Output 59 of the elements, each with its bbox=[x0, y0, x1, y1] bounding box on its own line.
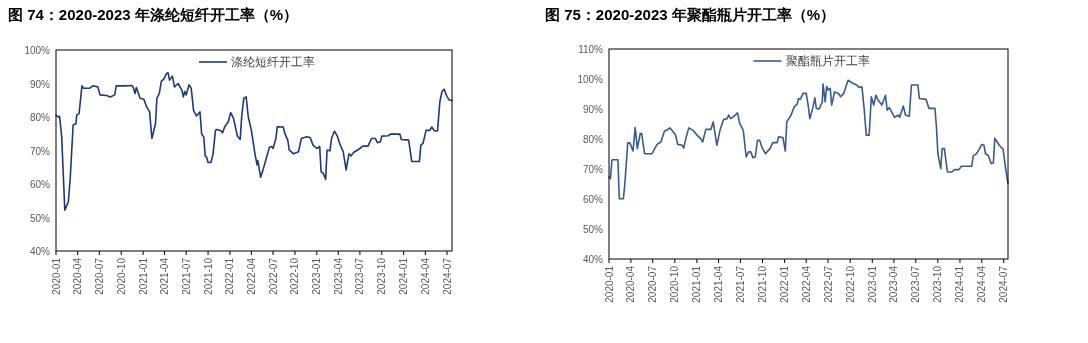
x-tick-label: 2022-04 bbox=[245, 257, 257, 295]
x-tick-label: 2023-10 bbox=[376, 257, 388, 295]
x-tick-label: 2024-01 bbox=[954, 265, 966, 303]
x-tick-label: 2021-07 bbox=[734, 265, 746, 303]
x-tick-label: 2021-04 bbox=[159, 257, 171, 295]
x-tick-label: 2023-04 bbox=[332, 257, 344, 295]
x-tick-label: 2023-01 bbox=[311, 257, 323, 295]
x-tick-label: 2022-10 bbox=[844, 265, 856, 303]
y-tick-label: 60% bbox=[582, 194, 604, 205]
y-tick-label: 60% bbox=[29, 179, 51, 190]
x-tick-label: 2020-04 bbox=[625, 265, 637, 303]
x-tick-label: 2020-07 bbox=[647, 265, 659, 303]
x-tick-label: 2024-04 bbox=[976, 265, 988, 303]
y-tick-label: 100% bbox=[577, 74, 604, 85]
y-tick-label: 110% bbox=[578, 44, 604, 55]
x-tick-label: 2022-01 bbox=[224, 257, 236, 295]
x-tick-label: 2023-01 bbox=[866, 265, 878, 303]
y-tick-label: 70% bbox=[582, 164, 604, 175]
x-tick-label: 2022-07 bbox=[822, 265, 834, 303]
x-tick-label: 2021-01 bbox=[691, 265, 703, 303]
x-tick-label: 2022-07 bbox=[267, 257, 279, 295]
x-tick-label: 2023-07 bbox=[910, 265, 922, 303]
x-tick-label: 2024-01 bbox=[398, 257, 410, 295]
line-series bbox=[55, 71, 453, 211]
legend-label: 聚酯瓶片开工率 bbox=[785, 54, 870, 68]
x-tick-label: 2022-10 bbox=[289, 257, 301, 295]
x-tick-label: 2020-10 bbox=[669, 265, 681, 303]
legend-label: 涤纶短纤开工率 bbox=[231, 55, 315, 69]
y-tick-label: 50% bbox=[29, 212, 51, 224]
y-tick-label: 70% bbox=[29, 145, 51, 157]
x-tick-label: 2020-01 bbox=[603, 265, 615, 303]
x-tick-label: 2021-10 bbox=[202, 257, 214, 295]
x-tick-label: 2023-07 bbox=[354, 257, 366, 295]
x-tick-label: 2023-10 bbox=[932, 265, 944, 303]
line-series bbox=[608, 79, 1009, 200]
y-tick-label: 80% bbox=[582, 134, 604, 145]
x-tick-label: 2021-07 bbox=[180, 257, 192, 295]
x-tick-label: 2022-01 bbox=[779, 265, 791, 303]
y-tick-label: 40% bbox=[582, 254, 604, 265]
x-tick-label: 2021-10 bbox=[757, 265, 768, 303]
y-tick-label: 90% bbox=[582, 104, 604, 115]
chart-title: 图 74：2020-2023 年涤纶短纤开工率（%） bbox=[8, 6, 299, 23]
x-tick-label: 2021-01 bbox=[137, 257, 149, 295]
x-tick-label: 2020-10 bbox=[115, 257, 127, 295]
x-tick-label: 2024-07 bbox=[441, 257, 453, 295]
x-tick-label: 2023-04 bbox=[888, 265, 900, 303]
x-tick-label: 2024-07 bbox=[998, 265, 1010, 303]
x-tick-label: 2024-04 bbox=[419, 257, 431, 295]
y-tick-label: 90% bbox=[29, 78, 51, 90]
y-tick-label: 50% bbox=[582, 224, 604, 235]
x-tick-label: 2022-04 bbox=[800, 265, 812, 303]
y-tick-label: 100% bbox=[24, 45, 51, 56]
chart-title: 图 75：2020-2023 年聚酯瓶片开工率（%） bbox=[545, 6, 836, 23]
x-tick-label: 2020-07 bbox=[93, 257, 105, 295]
x-tick-label: 2020-04 bbox=[72, 257, 84, 295]
y-tick-label: 40% bbox=[29, 246, 51, 257]
y-tick-label: 80% bbox=[29, 112, 51, 123]
x-tick-label: 2020-01 bbox=[50, 257, 62, 295]
x-tick-label: 2021-04 bbox=[713, 265, 725, 303]
